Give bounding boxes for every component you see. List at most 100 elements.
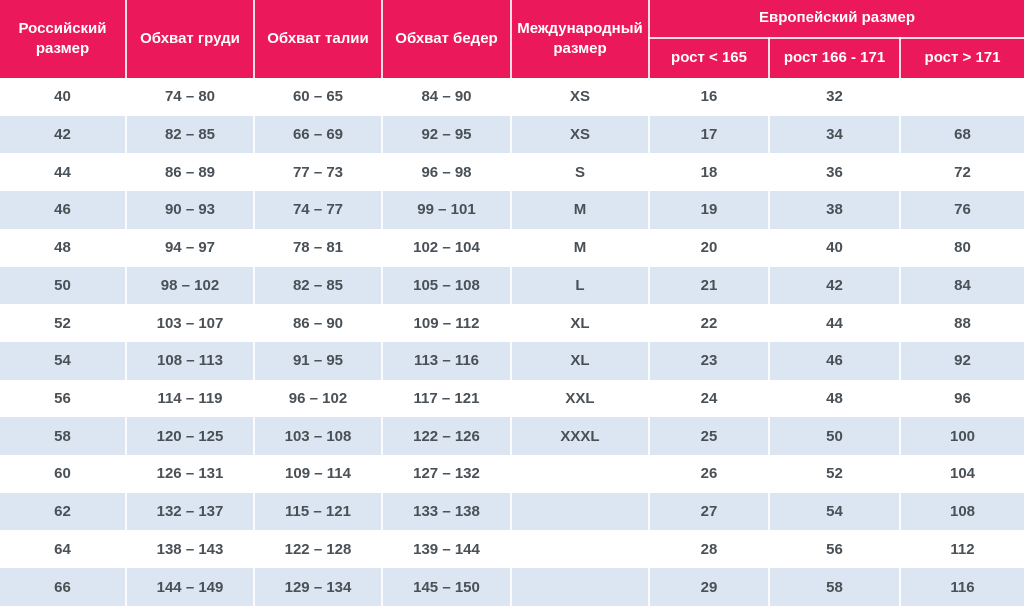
cell-russian-size: 48 — [0, 228, 126, 267]
cell-russian-size: 50 — [0, 266, 126, 305]
cell-waist: 122 – 128 — [253, 530, 382, 569]
cell-height-166-171: 44 — [768, 304, 900, 342]
cell-waist: 129 – 134 — [253, 568, 382, 606]
table-row: 46 90 – 93 74 – 77 99 – 101 M 19 38 76 — [0, 191, 1024, 229]
cell-chest: 126 – 131 — [125, 455, 254, 493]
cell-chest: 86 – 89 — [125, 153, 254, 192]
cell-height-gt-171: 104 — [898, 455, 1024, 493]
cell-height-gt-171: 68 — [898, 115, 1024, 154]
table-row: 44 86 – 89 77 – 73 96 – 98 S 18 36 72 — [0, 153, 1024, 192]
cell-international-size: S — [510, 153, 649, 192]
cell-russian-size: 58 — [0, 417, 126, 456]
table-row: 60 126 – 131 109 – 114 127 – 132 26 52 1… — [0, 455, 1024, 493]
cell-waist: 82 – 85 — [253, 266, 382, 305]
cell-hips: 96 – 98 — [381, 153, 511, 192]
table-row: 62 132 – 137 115 – 121 133 – 138 27 54 1… — [0, 492, 1024, 531]
cell-hips: 102 – 104 — [381, 228, 511, 267]
table-body: 40 74 – 80 60 – 65 84 – 90 XS 16 32 42 8… — [0, 78, 1024, 606]
cell-waist: 109 – 114 — [253, 455, 382, 493]
cell-hips: 84 – 90 — [381, 78, 511, 116]
cell-height-166-171: 40 — [768, 228, 900, 267]
cell-international-size: XS — [510, 115, 649, 154]
cell-chest: 98 – 102 — [125, 266, 254, 305]
header-international-size: Международный размер — [510, 0, 649, 78]
table-row: 40 74 – 80 60 – 65 84 – 90 XS 16 32 — [0, 78, 1024, 116]
cell-hips: 92 – 95 — [381, 115, 511, 154]
cell-international-size — [510, 455, 649, 493]
table-row: 48 94 – 97 78 – 81 102 – 104 M 20 40 80 — [0, 228, 1024, 267]
cell-height-gt-171: 88 — [898, 304, 1024, 342]
cell-russian-size: 46 — [0, 191, 126, 229]
cell-russian-size: 64 — [0, 530, 126, 569]
cell-hips: 113 – 116 — [381, 341, 511, 380]
cell-russian-size: 66 — [0, 568, 126, 606]
cell-height-166-171: 52 — [768, 455, 900, 493]
cell-chest: 144 – 149 — [125, 568, 254, 606]
cell-chest: 120 – 125 — [125, 417, 254, 456]
cell-international-size — [510, 492, 649, 531]
cell-waist: 60 – 65 — [253, 78, 382, 116]
cell-international-size: XXXL — [510, 417, 649, 456]
header-height-166-171: рост 166 - 171 — [768, 38, 900, 78]
cell-height-gt-171: 92 — [898, 341, 1024, 380]
cell-russian-size: 52 — [0, 304, 126, 342]
cell-hips: 117 – 121 — [381, 379, 511, 418]
header-height-lt-165: рост < 165 — [648, 38, 769, 78]
cell-height-lt-165: 20 — [648, 228, 769, 267]
cell-height-lt-165: 29 — [648, 568, 769, 606]
cell-height-166-171: 34 — [768, 115, 900, 154]
cell-height-lt-165: 19 — [648, 191, 769, 229]
cell-height-gt-171: 116 — [898, 568, 1024, 606]
header-height-gt-171: рост > 171 — [898, 38, 1024, 78]
cell-russian-size: 40 — [0, 78, 126, 116]
cell-height-166-171: 38 — [768, 191, 900, 229]
cell-hips: 145 – 150 — [381, 568, 511, 606]
table-row: 66 144 – 149 129 – 134 145 – 150 29 58 1… — [0, 568, 1024, 606]
cell-waist: 103 – 108 — [253, 417, 382, 456]
cell-height-166-171: 42 — [768, 266, 900, 305]
cell-russian-size: 56 — [0, 379, 126, 418]
cell-height-lt-165: 17 — [648, 115, 769, 154]
cell-waist: 78 – 81 — [253, 228, 382, 267]
cell-chest: 90 – 93 — [125, 191, 254, 229]
cell-height-lt-165: 23 — [648, 341, 769, 380]
cell-chest: 114 – 119 — [125, 379, 254, 418]
header-chest: Обхват груди — [125, 0, 254, 78]
cell-height-lt-165: 27 — [648, 492, 769, 531]
cell-height-gt-171: 108 — [898, 492, 1024, 531]
cell-height-166-171: 36 — [768, 153, 900, 192]
cell-russian-size: 44 — [0, 153, 126, 192]
table-row: 50 98 – 102 82 – 85 105 – 108 L 21 42 84 — [0, 266, 1024, 305]
cell-height-gt-171: 112 — [898, 530, 1024, 569]
table-row: 56 114 – 119 96 – 102 117 – 121 XXL 24 4… — [0, 379, 1024, 418]
cell-international-size — [510, 530, 649, 569]
cell-hips: 109 – 112 — [381, 304, 511, 342]
cell-height-166-171: 58 — [768, 568, 900, 606]
cell-height-gt-171: 96 — [898, 379, 1024, 418]
cell-hips: 127 – 132 — [381, 455, 511, 493]
cell-height-166-171: 56 — [768, 530, 900, 569]
cell-height-lt-165: 28 — [648, 530, 769, 569]
cell-height-gt-171: 72 — [898, 153, 1024, 192]
cell-international-size: M — [510, 191, 649, 229]
cell-hips: 139 – 144 — [381, 530, 511, 569]
cell-hips: 133 – 138 — [381, 492, 511, 531]
cell-international-size: XL — [510, 341, 649, 380]
cell-height-lt-165: 25 — [648, 417, 769, 456]
header-hips: Обхват бедер — [381, 0, 511, 78]
cell-waist: 86 – 90 — [253, 304, 382, 342]
cell-russian-size: 42 — [0, 115, 126, 154]
cell-height-gt-171: 76 — [898, 191, 1024, 229]
cell-height-gt-171: 100 — [898, 417, 1024, 456]
cell-height-lt-165: 21 — [648, 266, 769, 305]
cell-waist: 74 – 77 — [253, 191, 382, 229]
cell-hips: 99 – 101 — [381, 191, 511, 229]
cell-waist: 66 – 69 — [253, 115, 382, 154]
cell-chest: 74 – 80 — [125, 78, 254, 116]
cell-international-size: XS — [510, 78, 649, 116]
cell-chest: 94 – 97 — [125, 228, 254, 267]
cell-height-lt-165: 24 — [648, 379, 769, 418]
cell-chest: 138 – 143 — [125, 530, 254, 569]
cell-international-size: L — [510, 266, 649, 305]
